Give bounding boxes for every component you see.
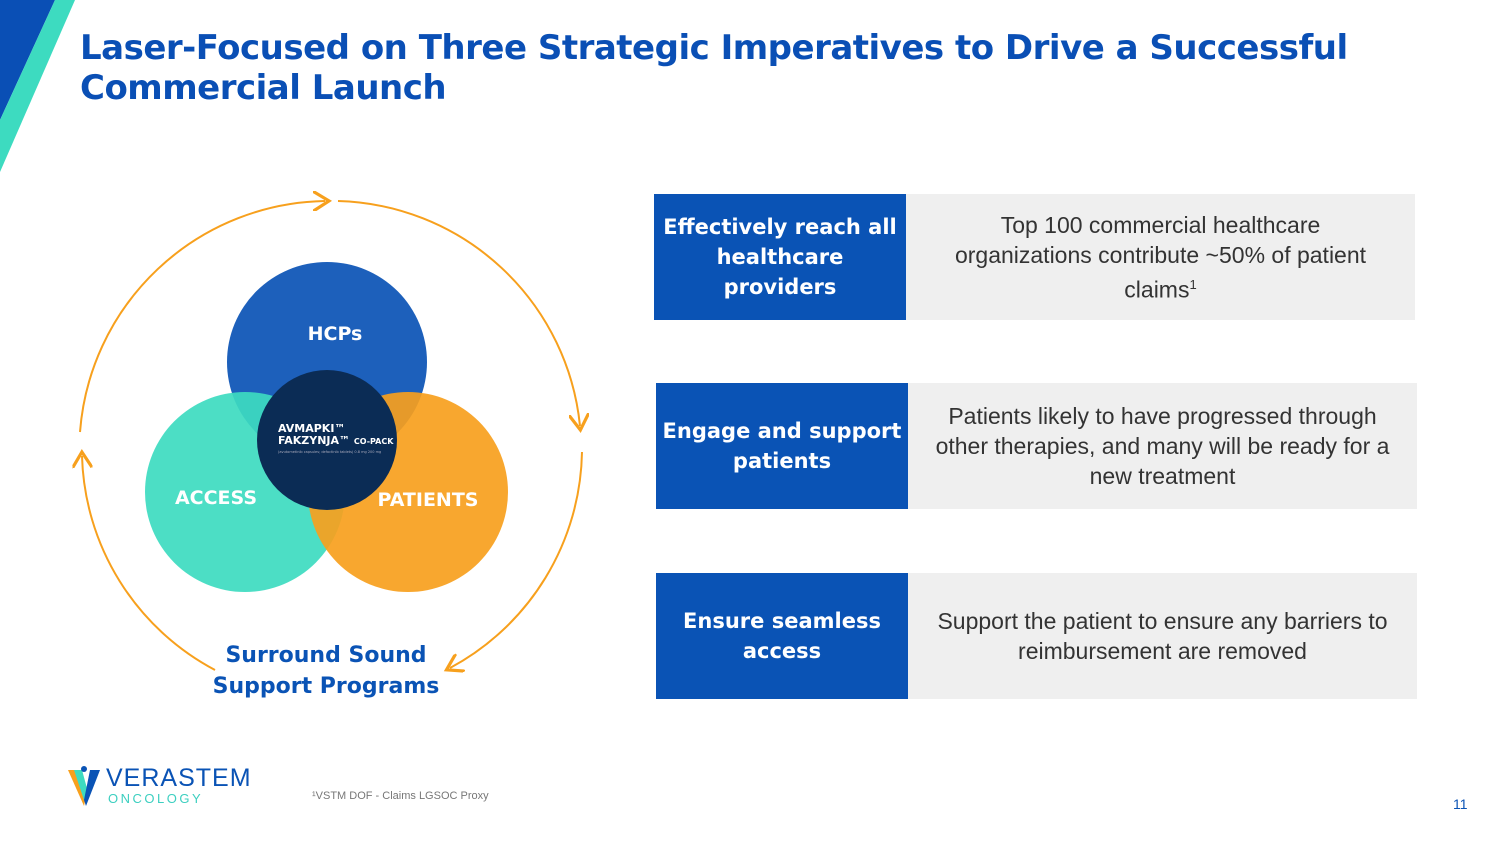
imperative-label: Engage and support patients xyxy=(656,383,908,509)
product-line1: AVMAPKI™ xyxy=(278,422,345,435)
strategy-diagram: HCPs ACCESS PATIENTS AVMAPKI™ FAKZYNJA™ … xyxy=(60,180,620,699)
imperative-label: Effectively reach all healthcare provide… xyxy=(654,194,906,320)
imperative-description: Patients likely to have progressed throu… xyxy=(908,383,1417,509)
product-suffix: CO-PACK xyxy=(354,437,394,446)
cycle-arrow xyxy=(79,201,325,433)
imperative-row: Ensure seamless access Support the patie… xyxy=(656,573,1417,699)
product-circle xyxy=(257,370,397,510)
footnote-ref: 1 xyxy=(1189,276,1197,292)
logo-name: VERASTEM xyxy=(106,764,252,792)
imperative-description: Support the patient to ensure any barrie… xyxy=(908,573,1417,699)
corner-accent xyxy=(0,0,75,172)
imperative-description: Top 100 commercial healthcare organizati… xyxy=(906,194,1415,320)
imperative-label: Ensure seamless access xyxy=(656,573,908,699)
logo-mark-icon xyxy=(68,766,100,806)
cycle-arrow xyxy=(337,200,580,426)
caption-line1: Surround Sound xyxy=(225,643,426,668)
imperative-row: Effectively reach all healthcare provide… xyxy=(654,194,1415,320)
access-label: ACCESS xyxy=(175,487,257,509)
product-line2: FAKZYNJA™ xyxy=(278,434,350,447)
patients-label: PATIENTS xyxy=(378,489,479,511)
logo-sub: ONCOLOGY xyxy=(108,791,204,806)
product-sub: (avutometinib capsules; defactinib table… xyxy=(278,450,381,454)
cycle-arrow xyxy=(82,456,216,671)
footnote: ¹VSTM DOF - Claims LGSOC Proxy xyxy=(312,790,489,802)
page-title: Laser-Focused on Three Strategic Imperat… xyxy=(80,28,1348,108)
page-number: 11 xyxy=(1453,796,1468,812)
imperative-row: Engage and support patients Patients lik… xyxy=(656,383,1417,509)
caption-line2: Support Programs xyxy=(213,674,440,699)
hcps-label: HCPs xyxy=(308,323,363,345)
cycle-arrow xyxy=(450,451,583,668)
svg-text:FAKZYNJA™ CO-PACK: FAKZYNJA™ CO-PACK xyxy=(278,434,394,447)
